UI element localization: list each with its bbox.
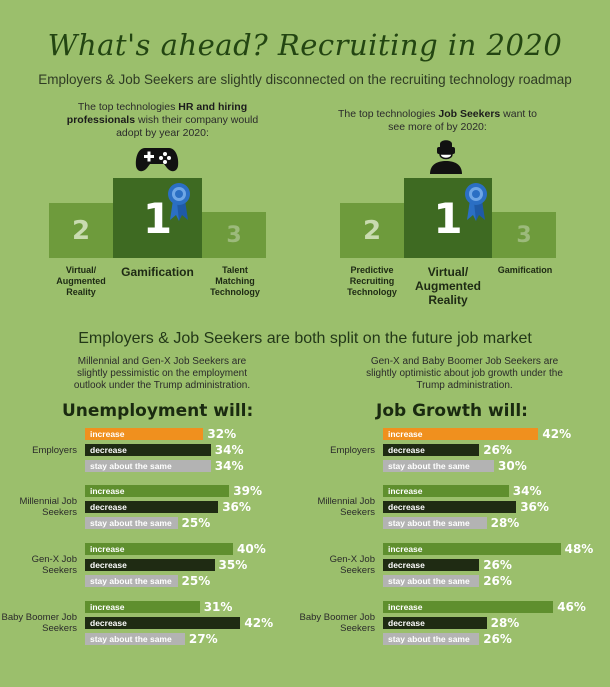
note-left: Millennial and Gen-X Job Seekers are sli… <box>73 356 251 391</box>
job-growth-chart-title: Job Growth will: <box>376 401 528 421</box>
group-label: Millennial Job Seekers <box>19 496 77 518</box>
page-subtitle: Employers & Job Seekers are slightly dis… <box>38 72 572 87</box>
bar-same: stay about the same <box>383 460 494 472</box>
bar-value-label: 26% <box>483 632 512 646</box>
intro-text: The top technologies <box>337 108 439 120</box>
group-label: Millennial Job Seekers <box>317 496 375 518</box>
bar-value-label: 30% <box>498 459 527 473</box>
bar-value-label: 34% <box>512 484 542 498</box>
bar-increase: increase <box>383 601 554 613</box>
left-podium-intro: The top technologies HR and hiring profe… <box>55 101 270 140</box>
bar-decrease: decrease <box>85 559 215 571</box>
podium-third-label: Gamification <box>497 265 553 275</box>
group-label: Gen-X Job Seekers <box>31 554 77 576</box>
group-label: Baby Boomer Job Seekers <box>1 612 77 634</box>
bar-increase: increase <box>383 543 561 555</box>
bar-same: stay about the same <box>383 575 480 587</box>
podium-third-label: Talent Matching Technology <box>210 265 260 297</box>
page-title: What's ahead? Recruiting in 2020 <box>47 28 563 62</box>
note-right: Gen-X and Baby Boomer Job Seekers are sl… <box>366 356 563 391</box>
bar-increase: increase <box>85 428 204 440</box>
podium-second-label: Virtual/ Augmented Reality <box>56 265 106 297</box>
group-label: Employers <box>32 444 77 456</box>
bar-value-label: 46% <box>557 600 586 614</box>
bar-value-label: 36% <box>222 500 251 514</box>
bar-increase: increase <box>85 485 230 497</box>
bar-value-label: 40% <box>237 542 266 556</box>
bar-same: stay about the same <box>85 633 185 645</box>
bar-value-label: 25% <box>181 574 211 588</box>
ribbon-award-icon <box>168 183 190 221</box>
bar-value-label: 48% <box>564 542 594 556</box>
bar-value-label: 34% <box>214 459 244 473</box>
bar-value-label: 39% <box>233 484 263 498</box>
group-label: Gen-X Job Seekers <box>329 554 375 576</box>
bar-decrease: decrease <box>85 617 241 629</box>
bar-value-label: 28% <box>490 516 520 530</box>
bar-same: stay about the same <box>85 575 178 587</box>
bar-same: stay about the same <box>383 517 487 529</box>
podium-first-label: Gamification <box>121 265 194 279</box>
bar-increase: increase <box>383 428 539 440</box>
gamepad-icon <box>135 148 179 172</box>
bar-value-label: 25% <box>181 516 211 530</box>
bar-same: stay about the same <box>85 460 211 472</box>
bar-value-label: 42% <box>244 616 274 630</box>
vr-headset-person-icon <box>430 140 462 174</box>
intro-text: want to see more of by 2020: <box>388 108 538 133</box>
bar-value-label: 34% <box>214 443 244 457</box>
right-podium-intro: The top technologies Job Seekers want to… <box>330 108 545 134</box>
podium-second-block: 2 <box>340 203 404 258</box>
unemployment-chart-title: Unemployment will: <box>62 401 254 421</box>
bar-value-label: 26% <box>483 574 512 588</box>
bar-same: stay about the same <box>383 633 480 645</box>
intro-bold: Job Seekers <box>438 108 501 120</box>
bar-decrease: decrease <box>383 444 480 456</box>
bar-decrease: decrease <box>85 501 219 513</box>
bar-value-label: 26% <box>483 443 512 457</box>
bar-value-label: 31% <box>203 600 233 614</box>
bar-increase: increase <box>85 601 200 613</box>
intro-bold: HR and hiring professionals <box>66 101 248 126</box>
podium-second-block: 2 <box>49 203 113 258</box>
group-label: Employers <box>330 444 375 456</box>
intro-text: The top technologies <box>77 101 179 113</box>
bar-value-label: 35% <box>218 558 248 572</box>
podium-first-label: Virtual/ Augmented Reality <box>415 265 481 307</box>
bar-same: stay about the same <box>85 517 178 529</box>
bar-value-label: 36% <box>520 500 549 514</box>
bar-decrease: decrease <box>383 501 517 513</box>
section-title: Employers & Job Seekers are both split o… <box>78 330 532 347</box>
bar-decrease: decrease <box>383 559 480 571</box>
bar-value-label: 26% <box>483 558 512 572</box>
bar-increase: increase <box>383 485 509 497</box>
ribbon-award-icon <box>465 183 487 221</box>
bar-value-label: 32% <box>207 427 237 441</box>
podium-second-label: Predictive Recruiting Technology <box>347 265 397 297</box>
bar-increase: increase <box>85 543 233 555</box>
group-label: Baby Boomer Job Seekers <box>299 612 375 634</box>
bar-value-label: 27% <box>188 632 218 646</box>
podium-third-block: 3 <box>202 212 266 258</box>
bar-decrease: decrease <box>383 617 487 629</box>
intro-text: wish their company would adopt by year 2… <box>116 114 259 139</box>
bar-value-label: 28% <box>490 616 520 630</box>
bar-decrease: decrease <box>85 444 211 456</box>
bar-value-label: 42% <box>542 427 572 441</box>
podium-third-block: 3 <box>492 212 556 258</box>
